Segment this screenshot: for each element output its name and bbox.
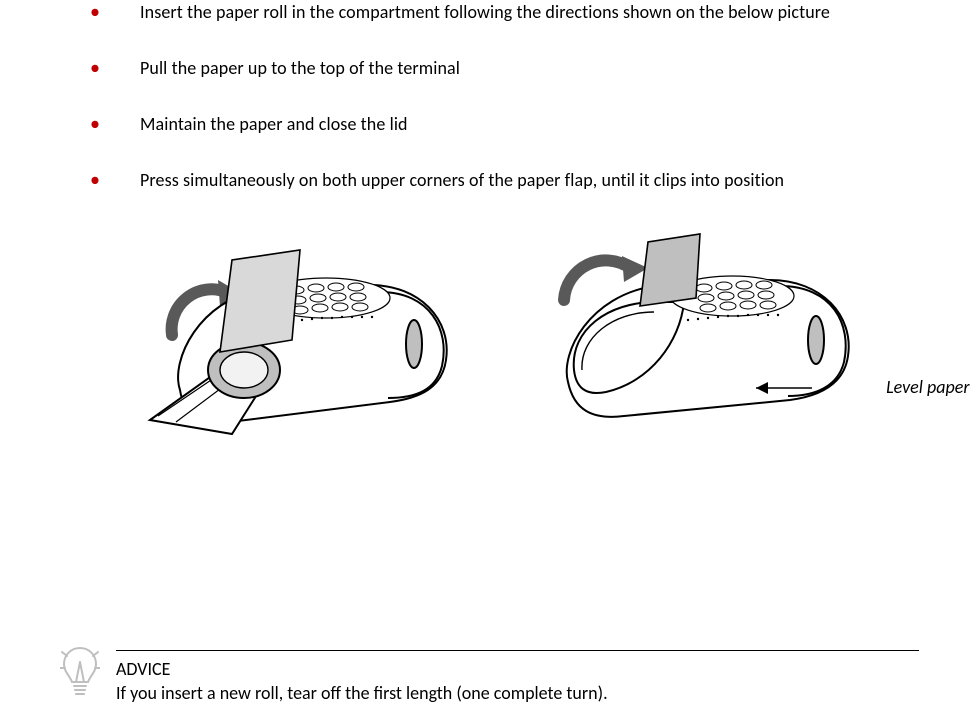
figure-insert-roll [120, 220, 460, 440]
advice-body: If you insert a new roll, tear off the f… [116, 681, 919, 705]
list-item: Maintain the paper and close the lid [60, 112, 919, 138]
advice-block: ADVICE If you insert a new roll, tear of… [60, 650, 919, 705]
advice-divider [116, 650, 919, 651]
figure-row: Level paper [60, 220, 919, 440]
list-item: Pull the paper up to the top of the term… [60, 56, 919, 82]
list-item: Insert the paper roll in the compartment… [60, 0, 919, 26]
lightbulb-icon [60, 644, 100, 700]
list-item-text: Pull the paper up to the top of the term… [140, 56, 919, 82]
advice-title: ADVICE [116, 657, 919, 681]
bullet-icon [60, 112, 140, 138]
list-item-text: Insert the paper roll in the compartment… [140, 0, 919, 26]
instruction-list: Insert the paper roll in the compartment… [60, 0, 919, 194]
figure-close-lid: Level paper [520, 220, 860, 440]
figure-label-level-paper: Level paper [886, 376, 969, 398]
bullet-icon [60, 168, 140, 194]
list-item-text: Maintain the paper and close the lid [140, 112, 919, 138]
list-item-text: Press simultaneously on both upper corne… [140, 168, 919, 194]
list-item: Press simultaneously on both upper corne… [60, 168, 919, 194]
bullet-icon [60, 0, 140, 26]
bullet-icon [60, 56, 140, 82]
